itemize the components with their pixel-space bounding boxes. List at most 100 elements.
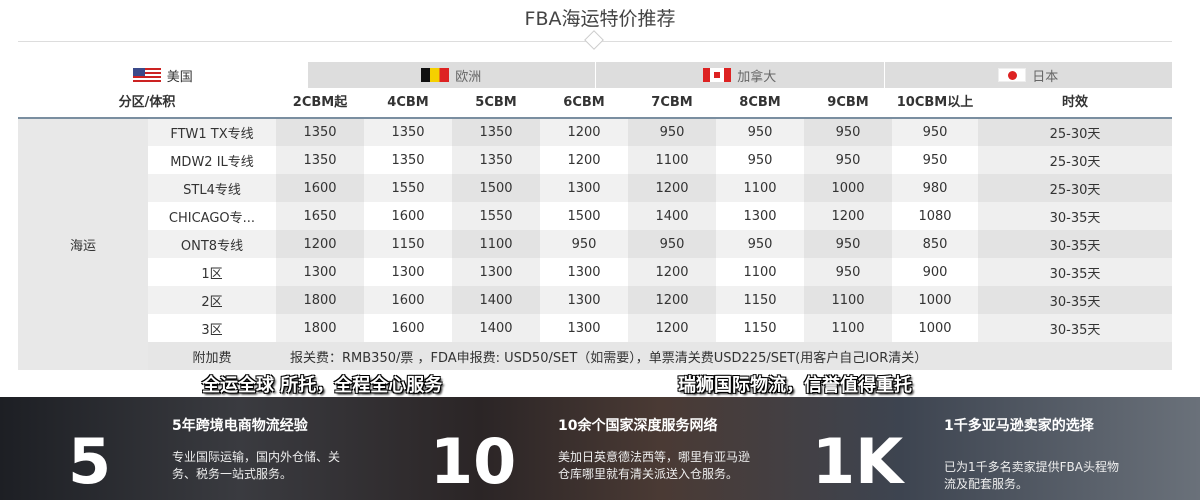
route-cell: 3区 <box>148 314 276 342</box>
column-header: 2CBM起 <box>276 88 364 119</box>
column-header: 6CBM <box>540 88 628 119</box>
stat-title: 1千多亚马逊卖家的选择 <box>944 418 1094 434</box>
table-row: ONT8专线 1200 1150 1100 950 950 950 950 850 30-35天 <box>18 230 1172 258</box>
route-cell: STL4专线 <box>148 174 276 202</box>
column-header: 9CBM <box>804 88 892 119</box>
price-cell: 1150 <box>364 230 452 258</box>
slogan-right: 瑞狮国际物流，信誉值得重托 <box>678 375 912 396</box>
price-cell: 950 <box>716 146 804 174</box>
tab-canada[interactable]: 加拿大 <box>595 62 884 88</box>
price-cell: 1600 <box>364 202 452 230</box>
price-cell: 950 <box>892 146 978 174</box>
stat-desc: 专业国际运输，国内外仓储、关务、税务一站式服务。 <box>172 450 341 481</box>
column-header: 8CBM <box>716 88 804 119</box>
us-flag-icon <box>132 68 161 82</box>
table-row: 1区 1300 1300 1300 1300 1200 1100 950 900 30-35天 <box>18 258 1172 286</box>
price-cell: 950 <box>540 230 628 258</box>
surcharge-text: 报关费：RMB350/票 ，FDA申报费: USD50/SET（如需要），单票清… <box>276 342 1172 370</box>
price-cell: 950 <box>804 118 892 146</box>
transit-time-cell: 30-35天 <box>978 202 1172 230</box>
price-cell: 1100 <box>628 146 716 174</box>
be-flag-icon <box>421 68 450 82</box>
stat-number: 5 <box>68 425 112 498</box>
table-row: 2区 1800 1600 1400 1300 1200 1150 1100 1000 30-35天 <box>18 286 1172 314</box>
price-cell: 1200 <box>540 118 628 146</box>
stat-title: 5年跨境电商物流经验 <box>172 418 308 434</box>
tab-label: 加拿大 <box>737 69 777 85</box>
price-cell: 900 <box>892 258 978 286</box>
tab-europe[interactable]: 欧洲 <box>306 62 595 88</box>
price-cell: 1100 <box>804 314 892 342</box>
zone-cell: 海运 <box>18 118 148 370</box>
column-header: 时效 <box>978 88 1172 119</box>
transit-time-cell: 25-30天 <box>978 174 1172 202</box>
stat-number: 1K <box>812 425 904 498</box>
price-cell: 1000 <box>804 174 892 202</box>
price-cell: 1550 <box>452 202 540 230</box>
table-row: STL4专线 1600 1550 1500 1300 1200 1100 1000 980 25-… <box>18 174 1172 202</box>
page-title: FBA海运特价推荐 <box>524 8 676 30</box>
column-header: 5CBM <box>452 88 540 119</box>
price-cell: 1100 <box>716 258 804 286</box>
price-cell: 1350 <box>364 118 452 146</box>
price-cell: 1800 <box>276 314 364 342</box>
tab-japan[interactable]: 日本 <box>883 62 1172 88</box>
tab-label: 欧洲 <box>455 69 482 85</box>
stat-desc: 美加日英意德法西等，哪里有亚马逊仓库哪里就有清关派送入仓服务。 <box>558 450 751 481</box>
price-cell: 1300 <box>364 258 452 286</box>
price-cell: 1300 <box>540 258 628 286</box>
price-cell: 1350 <box>452 146 540 174</box>
table-row: CHICAGO专... 1650 1600 1550 1500 1400 1300 1200 1… <box>18 202 1172 230</box>
price-cell: 1600 <box>364 314 452 342</box>
price-cell: 1300 <box>540 286 628 314</box>
stat-number: 10 <box>430 425 517 498</box>
column-header: 10CBM以上 <box>892 88 978 119</box>
price-cell: 950 <box>892 118 978 146</box>
price-cell: 1550 <box>364 174 452 202</box>
price-cell: 1300 <box>276 258 364 286</box>
price-cell: 1200 <box>276 230 364 258</box>
table-row: 海运 FTW1 TX专线 1350 1350 1350 1200 950 950 950 950 2… <box>18 118 1172 370</box>
country-tabs: 美国 欧洲 加拿大 日本 <box>18 62 1172 88</box>
route-cell: MDW2 IL专线 <box>148 146 276 174</box>
jp-flag-icon <box>998 68 1027 82</box>
price-cell: 1080 <box>892 202 978 230</box>
column-header: 4CBM <box>364 88 452 119</box>
slogan-left: 全运全球 所托，全程全心服务 <box>202 375 443 396</box>
price-cell: 1100 <box>716 174 804 202</box>
route-cell: 1区 <box>148 258 276 286</box>
price-cell: 1300 <box>540 174 628 202</box>
route-cell: 2区 <box>148 286 276 314</box>
price-cell: 1150 <box>716 286 804 314</box>
price-cell: 1350 <box>364 146 452 174</box>
price-cell: 1350 <box>276 118 364 146</box>
price-cell: 980 <box>892 174 978 202</box>
price-cell: 1300 <box>716 202 804 230</box>
price-cell: 1350 <box>276 146 364 174</box>
price-cell: 1650 <box>276 202 364 230</box>
price-cell: 1200 <box>628 314 716 342</box>
table-row: MDW2 IL专线 1350 1350 1350 1200 1100 950 950 950 25… <box>18 146 1172 174</box>
price-cell: 1800 <box>276 286 364 314</box>
price-cell: 1500 <box>452 174 540 202</box>
route-cell: FTW1 TX专线 <box>148 118 276 146</box>
stats-banner: 5 5年跨境电商物流经验 专业国际运输，国内外仓储、关务、税务一站式服务。 10… <box>0 397 1200 500</box>
stat-title: 10余个国家深度服务网络 <box>558 418 718 434</box>
price-cell: 1500 <box>540 202 628 230</box>
price-cell: 1000 <box>892 314 978 342</box>
price-table: 分区/体积 2CBM起 4CBM 5CBM 6CBM 7CBM 8CBM 9CBM 10CBM以… <box>18 88 1172 370</box>
price-cell: 1000 <box>892 286 978 314</box>
surcharge-label: 附加费 <box>148 342 276 370</box>
price-cell: 950 <box>804 146 892 174</box>
transit-time-cell: 25-30天 <box>978 146 1172 174</box>
column-header: 7CBM <box>628 88 716 119</box>
tab-usa[interactable]: 美国 <box>18 62 307 88</box>
tab-label: 美国 <box>166 69 193 85</box>
price-cell: 950 <box>804 230 892 258</box>
price-cell: 1200 <box>628 286 716 314</box>
transit-time-cell: 30-35天 <box>978 286 1172 314</box>
column-header: 分区/体积 <box>18 88 276 119</box>
price-cell: 950 <box>628 230 716 258</box>
tab-label: 日本 <box>1032 69 1059 85</box>
price-cell: 950 <box>716 118 804 146</box>
